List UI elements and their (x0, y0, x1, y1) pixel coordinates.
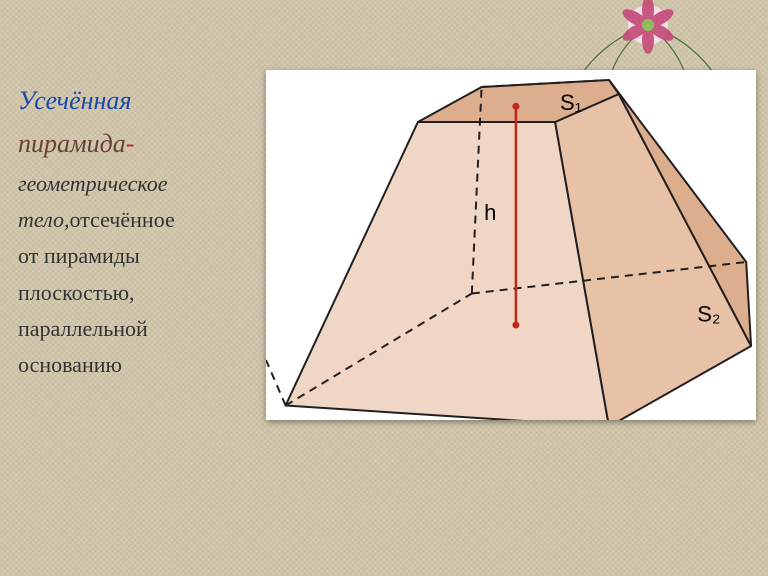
body-line-3: от пирамиды (18, 243, 140, 268)
body-line-2a: тело, (18, 207, 69, 232)
slide: Усечённая пирамида- геометрическое тело,… (0, 0, 768, 576)
title-word-1: Усечённая (18, 86, 132, 115)
body-line-1: геометрическое (18, 171, 168, 196)
definition-text: Усечённая пирамида- геометрическое тело,… (18, 80, 263, 384)
svg-text:h: h (484, 200, 496, 225)
body-line-5: параллельной (18, 316, 148, 341)
title-word-2: пирамида (18, 129, 126, 158)
svg-text:S₂: S₂ (697, 302, 720, 327)
body-line-4: плоскостью, (18, 280, 135, 305)
body-line-6: основанию (18, 352, 122, 377)
body-line-2b: отсечённое (69, 207, 174, 232)
title-dash: - (126, 129, 135, 158)
svg-text:S₁: S₁ (560, 90, 582, 115)
frustum-diagram: S₁ S₂ h (266, 70, 756, 420)
